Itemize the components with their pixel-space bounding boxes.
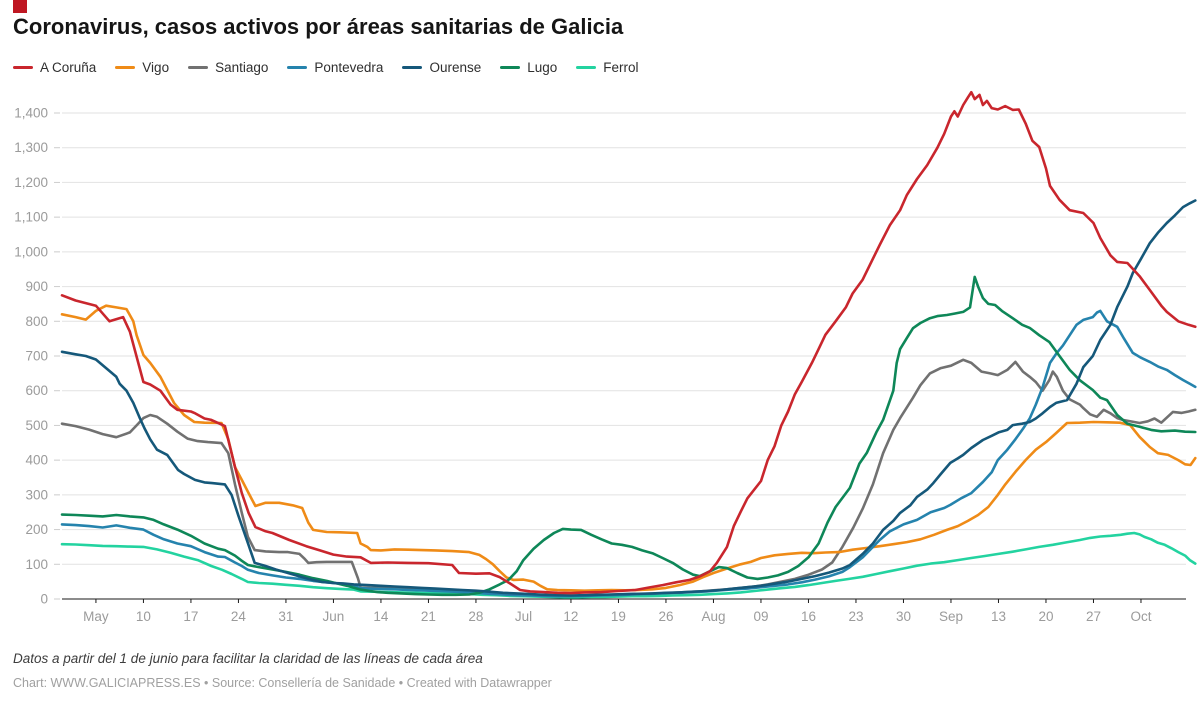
y-axis-tick-label: 200 <box>25 522 48 537</box>
y-axis-tick-label: 700 <box>25 349 48 364</box>
legend-swatch-icon <box>115 66 136 69</box>
legend-item-santiago: Santiago <box>188 60 268 75</box>
series-line-ourense <box>60 199 1197 597</box>
series-line-ferrol <box>60 531 1197 599</box>
x-axis-tick-label: 17 <box>183 609 198 624</box>
legend-label: A Coruña <box>40 60 97 75</box>
x-axis-tick-label: Jul <box>515 609 532 624</box>
y-axis-tick-label: 500 <box>25 418 48 433</box>
y-axis-tick-label: 1,300 <box>14 140 48 155</box>
legend-item-ourense: Ourense <box>402 60 481 75</box>
legend-item-pontevedra: Pontevedra <box>287 60 383 75</box>
x-axis-tick-label: 12 <box>563 609 578 624</box>
x-axis-tick-label: Oct <box>1130 609 1151 624</box>
x-axis-tick-label: 21 <box>421 609 436 624</box>
x-axis-tick-label: 28 <box>468 609 483 624</box>
chart-legend: A Coruña Vigo Santiago Pontevedra Ourense Lug… <box>13 60 639 75</box>
chart-note: Datos a partir del 1 de junio para facil… <box>13 651 483 666</box>
y-axis-tick-label: 1,000 <box>14 244 48 259</box>
x-axis-tick-label: 23 <box>848 609 863 624</box>
x-axis-tick-label: Jun <box>323 609 345 624</box>
y-axis-tick-label: 0 <box>40 592 48 607</box>
legend-swatch-icon <box>402 66 423 69</box>
x-axis-tick-label: 24 <box>231 609 247 624</box>
legend-label: Santiago <box>215 60 269 75</box>
y-axis-tick-label: 1,200 <box>14 175 48 190</box>
x-axis-tick-label: 16 <box>801 609 816 624</box>
y-axis-tick-label: 300 <box>25 487 48 502</box>
legend-label: Lugo <box>527 60 558 75</box>
x-axis-tick-label: Aug <box>701 609 725 624</box>
x-axis-tick-label: 26 <box>658 609 673 624</box>
x-axis-tick-label: 31 <box>278 609 293 624</box>
x-axis-tick-label: 10 <box>136 609 151 624</box>
legend-item-a-coruña: A Coruña <box>13 60 96 75</box>
x-axis-tick-label: 09 <box>753 609 768 624</box>
y-axis-tick-label: 100 <box>25 557 48 572</box>
chart-credits: Chart: WWW.GALICIAPRESS.ES • Source: Con… <box>13 676 552 690</box>
series-line-vigo <box>60 304 1197 593</box>
y-axis-tick-label: 1,400 <box>14 106 48 121</box>
legend-swatch-icon <box>576 66 597 69</box>
legend-label: Pontevedra <box>314 60 384 75</box>
legend-label: Vigo <box>142 60 170 75</box>
x-axis-tick-label: 27 <box>1086 609 1101 624</box>
x-axis-tick-label: Sep <box>939 609 963 624</box>
y-axis-tick-label: 1,100 <box>14 210 48 225</box>
x-axis-tick-label: 19 <box>611 609 626 624</box>
x-axis-tick-label: 30 <box>896 609 911 624</box>
legend-swatch-icon <box>188 66 209 69</box>
legend-item-lugo: Lugo <box>500 60 557 75</box>
legend-swatch-icon <box>13 66 33 69</box>
legend-swatch-icon <box>287 66 308 69</box>
brand-logo-square <box>13 0 27 13</box>
chart-title: Coronavirus, casos activos por áreas san… <box>13 14 624 39</box>
series-line-a-coruña <box>60 90 1197 595</box>
x-axis-tick-label: May <box>83 609 109 624</box>
legend-swatch-icon <box>500 66 521 69</box>
y-axis-tick-label: 900 <box>25 279 48 294</box>
y-axis-tick-label: 800 <box>25 314 48 329</box>
legend-item-ferrol: Ferrol <box>576 60 639 75</box>
y-axis-tick-label: 400 <box>25 453 48 468</box>
x-axis-tick-label: 14 <box>373 609 389 624</box>
y-axis-tick-label: 600 <box>25 383 48 398</box>
legend-label: Ferrol <box>603 60 639 75</box>
x-axis-tick-label: 13 <box>991 609 1006 624</box>
legend-item-vigo: Vigo <box>115 60 169 75</box>
legend-label: Ourense <box>429 60 482 75</box>
series-line-lugo <box>60 275 1197 597</box>
x-axis-tick-label: 20 <box>1038 609 1053 624</box>
